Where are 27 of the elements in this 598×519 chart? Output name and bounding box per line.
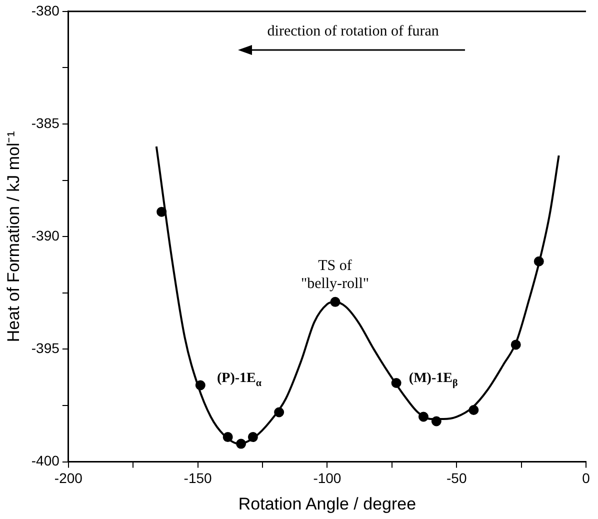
point [156,206,167,217]
y-tick-label: -380 [31,2,60,18]
x-axis-title: Rotation Angle / degree [238,494,416,514]
point [510,340,521,350]
y-tick-label: -395 [31,340,60,356]
y-axis-title: Heat of Formation / kJ mol⁻¹ [4,130,23,342]
x-tick-label: -200 [54,470,83,486]
annotation: direction of rotation of furan [267,24,440,40]
point [330,296,340,307]
point [391,378,402,388]
annotation: TS of "belly-roll" [300,258,370,292]
x-tick-label: -100 [313,470,342,486]
point [236,438,246,449]
point [468,405,479,416]
y-tick-label: -385 [31,114,60,131]
point [222,432,233,442]
x-tick-label: -50 [446,470,467,486]
y-tick-label: -400 [31,452,60,469]
y-tick-label: -390 [31,227,60,244]
point [431,416,442,426]
point [195,380,206,390]
point [274,407,284,418]
point [418,412,428,422]
x-tick-label: -150 [184,470,212,486]
point [534,256,544,266]
x-tick-label: 0 [582,470,590,486]
point [248,432,258,442]
